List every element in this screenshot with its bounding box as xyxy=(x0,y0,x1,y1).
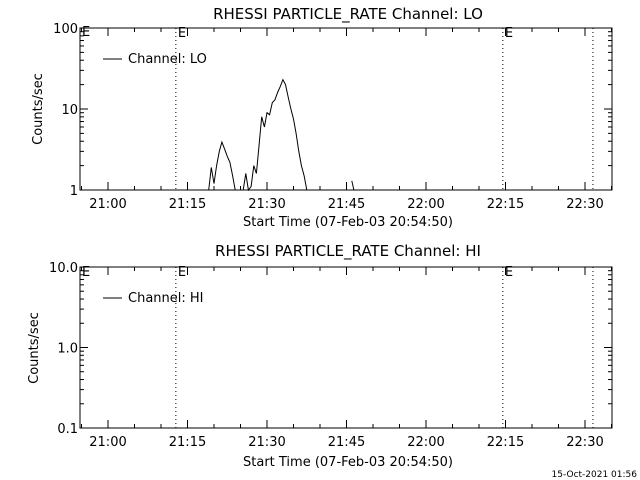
x-tick-label: 22:30 xyxy=(566,197,603,212)
y-tick-label: 0.1 xyxy=(57,422,78,437)
x-axis-label: Start Time (07-Feb-03 20:54:50) xyxy=(243,215,453,230)
x-tick-label: 21:45 xyxy=(328,197,365,212)
event-marker-label: E xyxy=(178,265,186,280)
panel-hi: RHESSI PARTICLE_RATE Channel: HI Start T… xyxy=(27,242,613,470)
x-tick-label: 22:15 xyxy=(487,197,524,212)
x-tick-label: 21:00 xyxy=(89,197,126,212)
x-tick-label: 21:15 xyxy=(169,435,206,450)
legend-label: Channel: LO xyxy=(128,52,207,67)
x-tick-label: 22:00 xyxy=(407,435,444,450)
y-tick-label: 1.0 xyxy=(57,342,78,357)
y-tick-label: 10.0 xyxy=(49,261,78,276)
corner-label: E xyxy=(82,25,90,40)
y-tick-label: 10 xyxy=(61,103,78,118)
x-axis-label: Start Time (07-Feb-03 20:54:50) xyxy=(243,455,453,470)
y-tick-label: 1 xyxy=(70,184,78,199)
x-tick-label: 21:45 xyxy=(328,435,365,450)
x-tick-label: 21:30 xyxy=(248,197,285,212)
chart-title: RHESSI PARTICLE_RATE Channel: LO xyxy=(213,5,483,24)
x-tick-label: 22:30 xyxy=(566,435,603,450)
y-tick-label: 100 xyxy=(53,22,78,37)
chart-title: RHESSI PARTICLE_RATE Channel: HI xyxy=(215,242,481,261)
event-marker-label: E xyxy=(178,26,186,41)
x-tick-label: 22:15 xyxy=(487,435,524,450)
x-tick-label: 21:00 xyxy=(89,435,126,450)
series-line xyxy=(351,180,355,191)
event-marker-label: E xyxy=(505,26,513,41)
y-axis-label: Counts/sec xyxy=(31,73,46,145)
legend-label: Channel: HI xyxy=(128,291,204,306)
y-axis-label: Counts/sec xyxy=(27,312,42,384)
x-tick-label: 21:15 xyxy=(169,197,206,212)
footer-timestamp: 15-Oct-2021 01:56 xyxy=(552,470,638,480)
event-marker-label: E xyxy=(505,265,513,280)
x-tick-label: 22:00 xyxy=(407,197,444,212)
x-tick-label: 21:30 xyxy=(248,435,285,450)
corner-label: E xyxy=(82,265,90,280)
series-line xyxy=(208,78,312,192)
panel-lo: RHESSI PARTICLE_RATE Channel: LO Start T… xyxy=(31,5,613,230)
